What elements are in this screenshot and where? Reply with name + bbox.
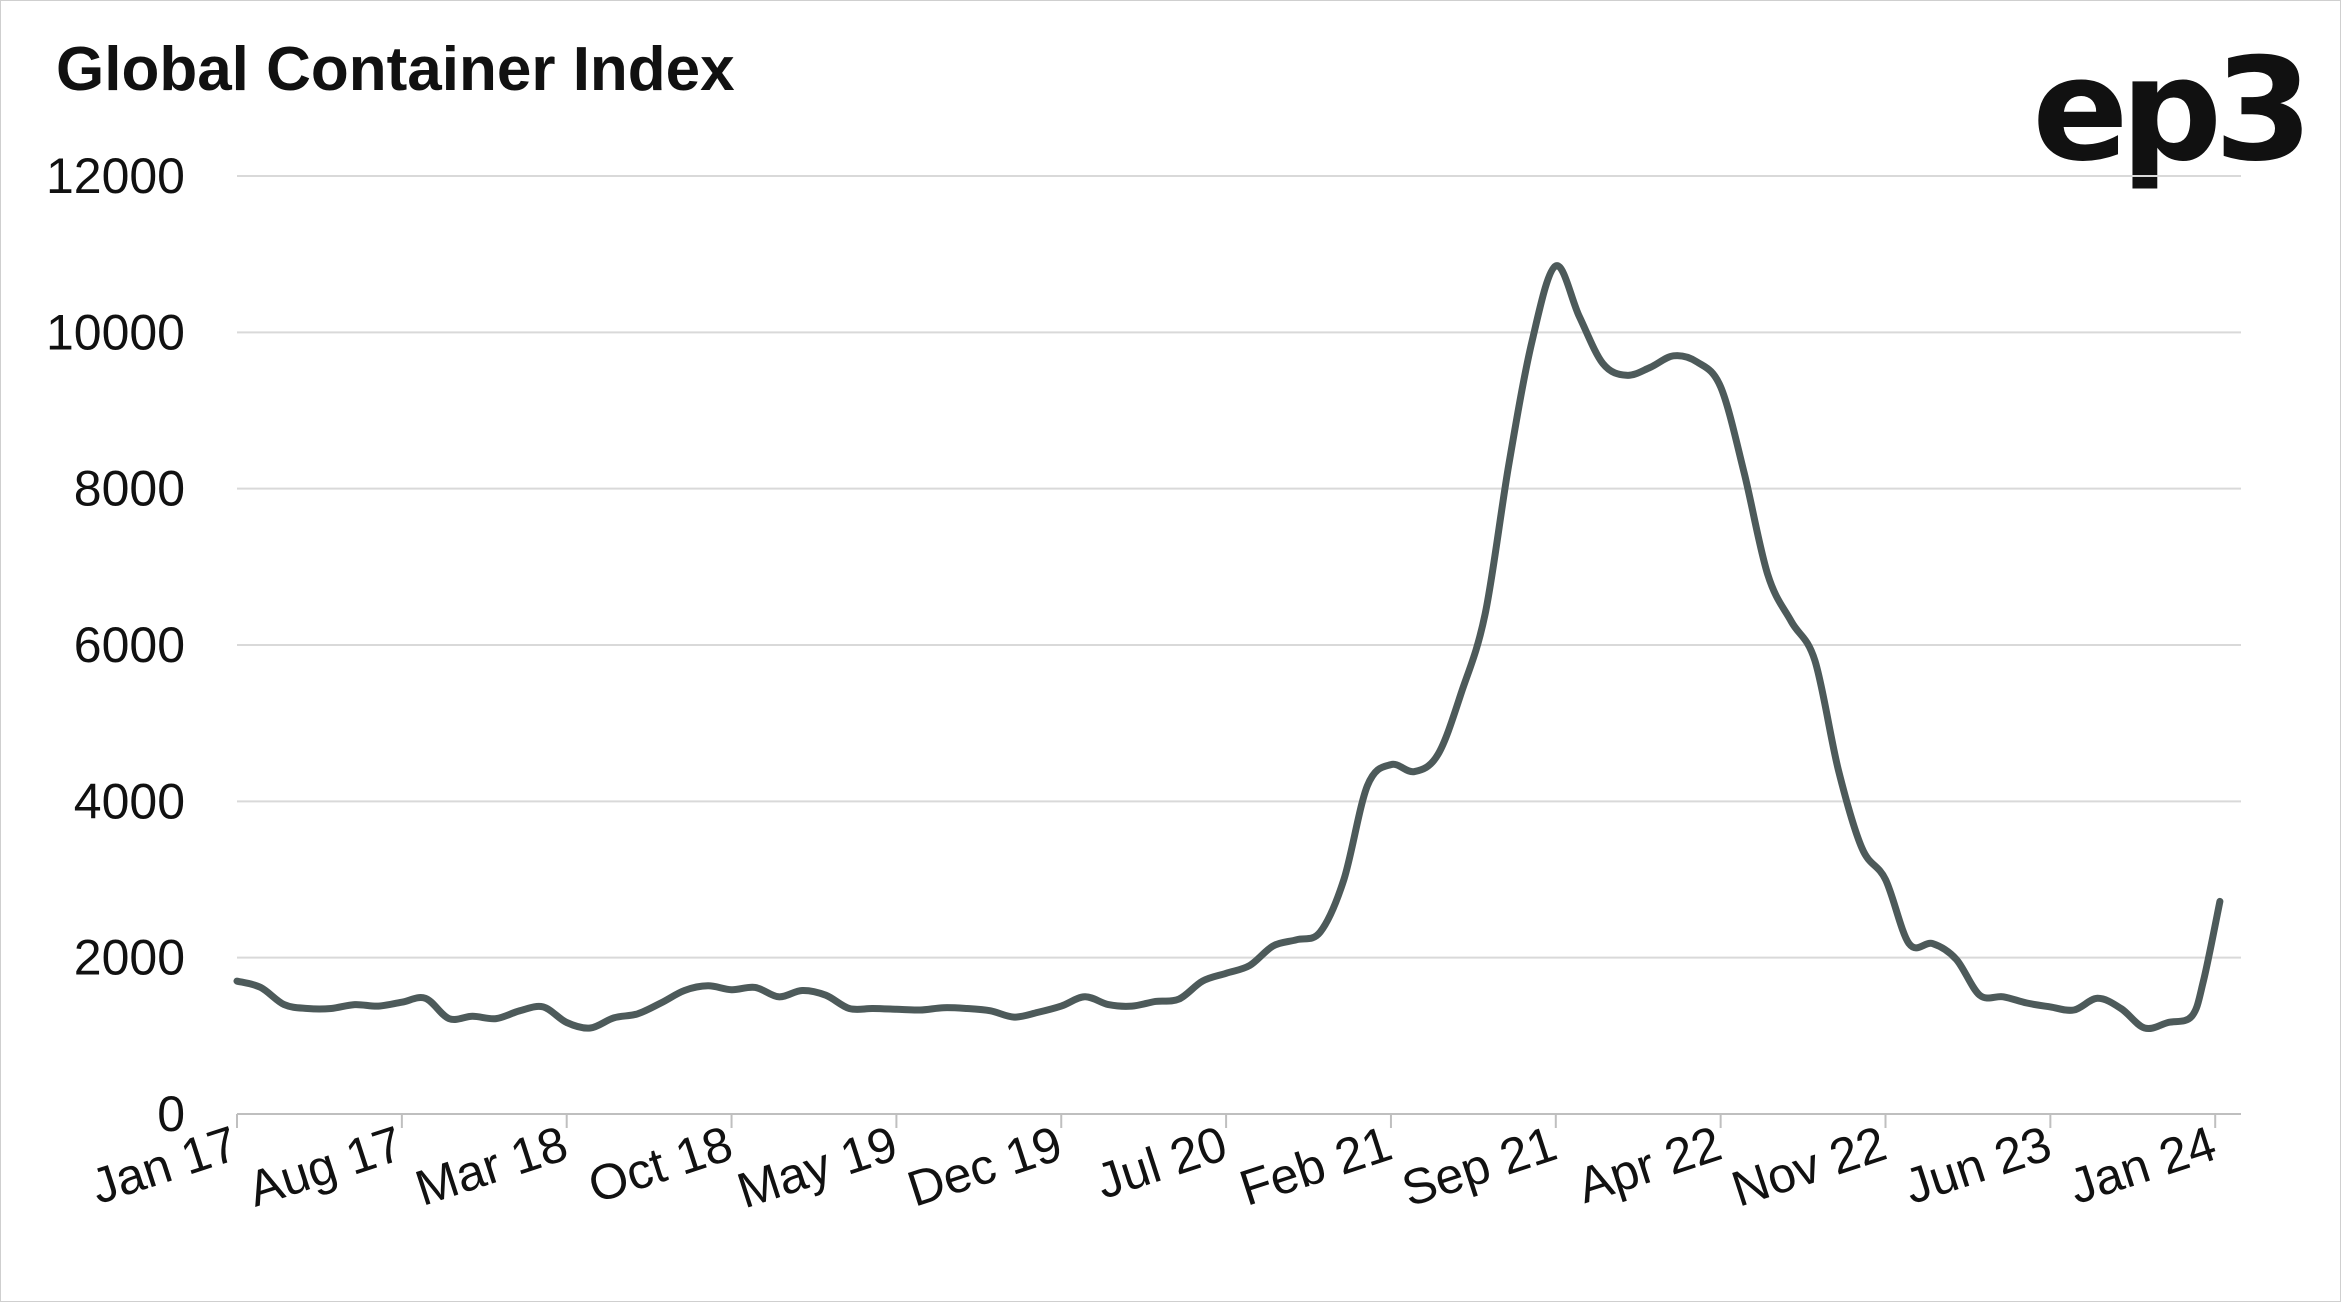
y-tick-label: 12000 xyxy=(46,148,185,204)
y-tick-label: 4000 xyxy=(74,773,185,829)
x-tick-label: Jan 24 xyxy=(2063,1115,2223,1215)
brand-logo: ep3 xyxy=(2032,28,2313,193)
x-tick-label: Dec 19 xyxy=(901,1115,1069,1217)
y-tick-label: 0 xyxy=(157,1086,185,1142)
x-tick-label: Jun 23 xyxy=(1898,1115,2058,1215)
x-tick-label: Mar 18 xyxy=(409,1115,574,1216)
series-layer xyxy=(233,262,2224,1033)
series-line xyxy=(233,262,2224,1033)
x-tick-label: Nov 22 xyxy=(1725,1115,1893,1217)
x-tick-label: Feb 21 xyxy=(1233,1115,1398,1216)
y-axis: 0 2000 4000 6000 8000 10000 12000 xyxy=(46,148,185,1142)
y-tick-label: 6000 xyxy=(74,617,185,673)
chart-title: Global Container Index xyxy=(56,35,735,104)
y-tick-label: 10000 xyxy=(46,304,185,360)
y-tick-label: 2000 xyxy=(74,930,185,986)
x-tick-label: Aug 17 xyxy=(241,1115,409,1217)
x-tick-label: Sep 21 xyxy=(1395,1115,1563,1217)
x-tick-label: Jul 20 xyxy=(1089,1115,1233,1209)
x-tick-label: Oct 18 xyxy=(582,1115,739,1214)
y-tick-label: 8000 xyxy=(74,461,185,517)
x-tick-label: May 19 xyxy=(731,1115,904,1219)
x-tick-label: Apr 22 xyxy=(1571,1115,1728,1214)
gridlines xyxy=(237,175,2241,959)
